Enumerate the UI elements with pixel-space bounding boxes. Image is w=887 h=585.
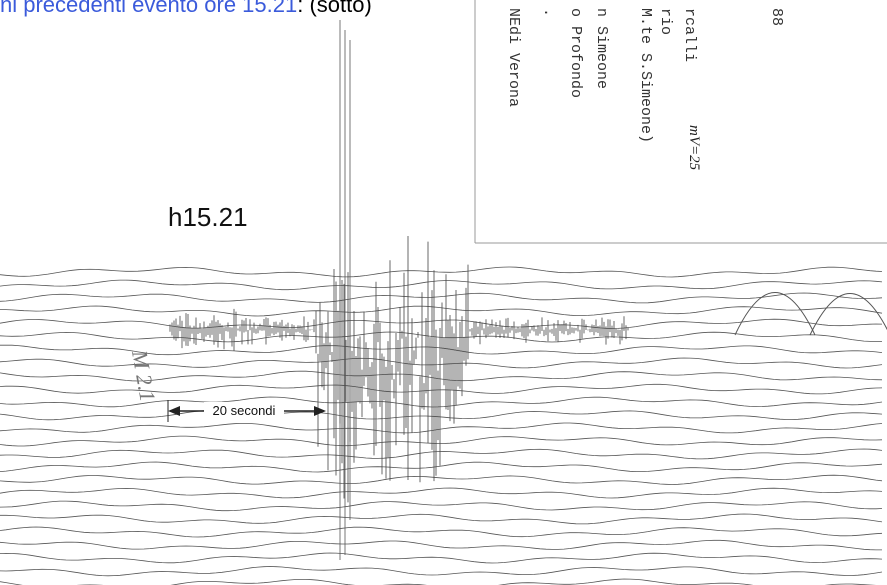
trace bbox=[0, 410, 883, 421]
trace-lines bbox=[0, 20, 887, 585]
trace bbox=[0, 461, 883, 473]
trace bbox=[0, 279, 883, 291]
bump bbox=[734, 292, 816, 336]
trace bbox=[0, 331, 883, 343]
trace bbox=[0, 487, 883, 499]
card-line: n Simeone bbox=[593, 8, 610, 89]
trace bbox=[0, 500, 883, 512]
trace bbox=[0, 344, 883, 356]
caption-text: : (sotto) bbox=[297, 0, 372, 17]
trace bbox=[0, 578, 877, 585]
card-line: rio bbox=[657, 8, 674, 35]
scale-label: 20 secondi bbox=[213, 403, 276, 418]
trace bbox=[0, 552, 883, 564]
arrow-head bbox=[314, 406, 326, 416]
card-line: rcalli bbox=[681, 8, 698, 62]
card-line: NEdi Verona bbox=[505, 8, 522, 107]
label-bg bbox=[204, 402, 284, 418]
card-line: o Profondo bbox=[567, 8, 584, 98]
trace bbox=[0, 513, 883, 525]
trace bbox=[0, 396, 883, 408]
bump bbox=[809, 293, 887, 336]
trace bbox=[0, 539, 882, 551]
card-line: M.te S.Simeone) bbox=[637, 8, 654, 143]
trace bbox=[0, 266, 883, 278]
trace bbox=[0, 435, 883, 447]
trace bbox=[0, 370, 883, 382]
card-line: 88 bbox=[768, 8, 785, 26]
trace bbox=[0, 422, 883, 434]
time-label: h15.21 bbox=[168, 202, 248, 232]
handwritten-note: mV=25 bbox=[686, 125, 702, 171]
card-line: . bbox=[540, 8, 557, 17]
trace bbox=[0, 526, 883, 538]
trace bbox=[0, 383, 883, 395]
trace bbox=[0, 305, 883, 317]
trace bbox=[0, 566, 883, 577]
caption-link[interactable]: ni precedenti evento ore 15.21 bbox=[0, 0, 298, 17]
station-card bbox=[475, 0, 887, 243]
trace bbox=[0, 357, 883, 369]
trace bbox=[0, 292, 883, 304]
magnitude-note: M 2.1 bbox=[127, 348, 161, 404]
arrow-head bbox=[168, 406, 180, 416]
trace bbox=[0, 318, 883, 329]
trace bbox=[0, 474, 883, 485]
trace bbox=[0, 448, 883, 460]
caption: ni precedenti evento ore 15.21: (sotto) bbox=[0, 0, 372, 18]
